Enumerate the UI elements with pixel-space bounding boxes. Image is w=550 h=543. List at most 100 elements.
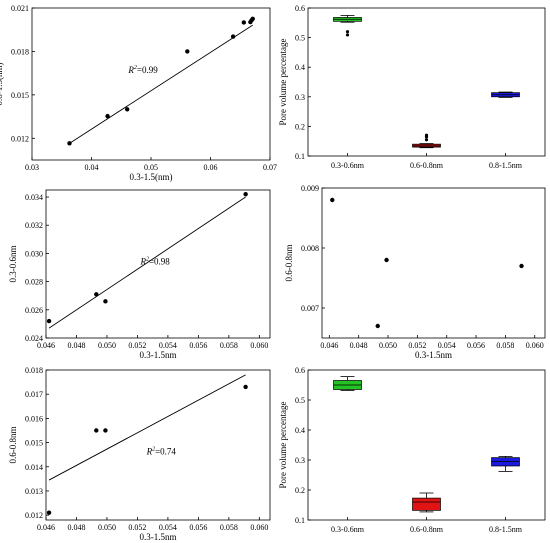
y-tick-label: 0.014	[25, 463, 43, 472]
x-tick-label: 0.04	[85, 163, 99, 172]
x-tick-label: 0.05	[144, 163, 158, 172]
box-outlier	[424, 138, 429, 142]
x-tick-label: 0.048	[67, 341, 85, 350]
x-tick-label: 0.052	[128, 523, 146, 532]
r-squared-annotation: R2=0.74	[146, 447, 177, 457]
data-point	[105, 113, 110, 119]
y-axis-label: 0.3-0.6nm	[8, 246, 18, 283]
y-tick-label: 0.6	[295, 4, 305, 13]
box-outlier	[345, 30, 350, 34]
x-tick-label: 0.052	[128, 341, 146, 350]
panel-scatter-0306-vs-0315: 0.3-0.6nm 0.3-1.5nm 0.046 0.048 0.050 0.052 0.…	[8, 189, 271, 360]
y-axis-label: 0.6-0.8nm	[8, 427, 18, 464]
r-squared-annotation: R2=0.99	[127, 65, 158, 75]
x-tick-label: 0.048	[350, 341, 368, 350]
x-tick-label: 0.050	[98, 523, 116, 532]
data-point	[241, 20, 247, 25]
x-tick-label: 0.054	[159, 341, 177, 350]
data-point	[230, 34, 236, 39]
r-squared-superscript: 2	[146, 257, 149, 263]
y-tick-label: 0.015	[11, 91, 29, 100]
x-tick-label: 0.046	[37, 341, 55, 350]
x-tick-label: 0.056	[189, 341, 207, 350]
box-outlier	[345, 33, 350, 37]
data-point	[519, 263, 524, 269]
y-tick-label: 0.2	[295, 122, 305, 131]
x-tick-label: 0.054	[438, 341, 456, 350]
data-point	[243, 384, 248, 390]
data-point	[67, 141, 72, 146]
x-tick-label: 0.050	[379, 341, 397, 350]
y-tick-label: 0.034	[25, 193, 43, 202]
y-axis-label: 0.8-1.5(nm)	[0, 63, 4, 106]
y-tick-label: 0.4	[295, 63, 305, 72]
x-tick-label: 0.058	[220, 523, 238, 532]
box-outlier	[424, 135, 429, 139]
data-point	[103, 428, 108, 433]
data-point	[94, 428, 99, 433]
x-tick-label: 0.054	[159, 523, 177, 532]
y-tick-label: 0.012	[25, 511, 43, 520]
data-point	[46, 510, 52, 515]
x-tick-label: 0.050	[98, 341, 116, 350]
panel-boxplot-top: Pore volume percentage 0.1 0.2 0.3 0.4 0.5 0.6…	[278, 4, 546, 170]
panel-scatter-0608-vs-0315-plain: 0.6-0.8nm 0.3-1.5nm 0.046 0.048 0.050 0.052 0.…	[284, 184, 546, 360]
r-squared-symbol: R	[146, 447, 153, 457]
r-squared-superscript: 2	[152, 447, 155, 453]
y-axis-label: Pore volume percentage	[278, 402, 288, 489]
r-squared-value: =0.74	[155, 447, 176, 457]
panel-boxplot-bottom: Pore volume percentage 0.1 0.2 0.3 0.4 0.5 0.6…	[278, 366, 546, 534]
x-axis-label: 0.3-1.5nm	[415, 350, 452, 360]
y-tick-label: 0.018	[25, 366, 43, 375]
y-tick-label: 0.032	[25, 221, 43, 230]
plot-frame	[31, 7, 271, 161]
y-tick-label: 0.5	[295, 34, 305, 43]
x-tick-label: 0.060	[250, 523, 268, 532]
data-point	[250, 16, 255, 22]
category-label: 0.8-1.5nm	[489, 161, 523, 170]
data-point	[384, 257, 389, 263]
r-squared-superscript: 2	[134, 65, 137, 71]
x-tick-label: 0.048	[67, 523, 85, 532]
y-tick-label: 0.015	[25, 439, 43, 448]
y-tick-label: 0.021	[11, 4, 29, 13]
panel-scatter-0815-vs-0315: 0.8-1.5(nm) 0.3-1.5(nm) 0.03 0.04 0.05 0.06 0.…	[0, 4, 277, 182]
x-axis-label: 0.3-1.5nm	[140, 532, 177, 542]
category-label: 0.3-0.6nm	[331, 161, 365, 170]
y-tick-label: 0.028	[25, 278, 43, 287]
r-squared-symbol: R	[139, 257, 146, 267]
data-point	[375, 323, 380, 329]
fit-line	[48, 374, 246, 481]
fit-line	[48, 196, 246, 329]
y-tick-label: 0.017	[25, 390, 43, 399]
plot-frame	[45, 189, 271, 339]
y-tick-label: 0.1	[295, 152, 305, 161]
x-tick-label: 0.060	[526, 341, 544, 350]
x-tick-label: 0.07	[263, 163, 277, 172]
x-tick-label: 0.056	[189, 523, 207, 532]
data-point	[330, 197, 335, 203]
y-tick-label: 0.3	[295, 93, 305, 102]
x-tick-label: 0.03	[25, 163, 39, 172]
y-tick-label: 0.4	[295, 426, 305, 435]
x-tick-label: 0.046	[37, 523, 55, 532]
y-tick-label: 0.012	[11, 134, 29, 143]
data-point	[243, 192, 248, 197]
x-tick-label: 0.052	[408, 341, 426, 350]
x-tick-label: 0.058	[496, 341, 514, 350]
y-tick-label: 0.008	[301, 244, 319, 253]
y-tick-label: 0.013	[25, 487, 43, 496]
x-tick-label: 0.058	[220, 341, 238, 350]
data-point	[185, 49, 190, 54]
data-point	[125, 107, 130, 112]
x-axis-label: 0.3-1.5(nm)	[130, 172, 173, 182]
y-tick-label: 0.007	[301, 304, 319, 313]
y-tick-label: 0.009	[301, 184, 319, 193]
y-tick-label: 0.018	[11, 47, 29, 56]
data-point	[46, 318, 52, 324]
x-tick-label: 0.046	[320, 341, 338, 350]
box-body	[412, 497, 441, 511]
x-tick-label: 0.056	[467, 341, 485, 350]
category-label: 0.6-0.8nm	[410, 161, 444, 170]
